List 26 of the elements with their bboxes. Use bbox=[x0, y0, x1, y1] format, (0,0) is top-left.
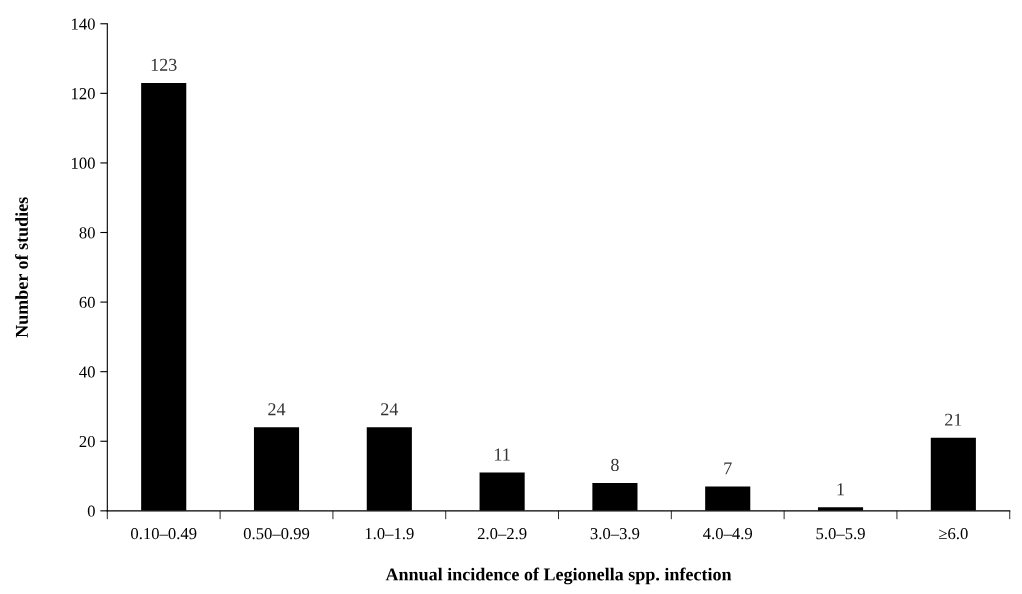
data-label: 21 bbox=[945, 413, 962, 426]
y-axis-title: Number of studies bbox=[15, 197, 28, 338]
data-label: 11 bbox=[495, 448, 510, 461]
x-tick-label: 1.0–1.9 bbox=[365, 527, 414, 540]
data-label: 8 bbox=[611, 458, 619, 472]
data-label: 24 bbox=[381, 403, 399, 416]
y-tick-label: 120 bbox=[71, 88, 95, 100]
data-label: 123 bbox=[151, 58, 177, 71]
x-tick-label: 5.0–5.9 bbox=[816, 527, 865, 540]
x-tick-label: 0.50–0.99 bbox=[243, 527, 310, 540]
y-tick-label: 20 bbox=[79, 435, 95, 448]
x-tick-label: 0.10–0.49 bbox=[131, 527, 197, 540]
y-tick-label: 0 bbox=[87, 505, 95, 517]
y-tick-label: 60 bbox=[79, 296, 95, 309]
data-label: 1 bbox=[837, 483, 844, 496]
y-tick-label: 40 bbox=[79, 366, 95, 378]
x-tick-label: 4.0–4.9 bbox=[703, 527, 753, 540]
data-label: 7 bbox=[724, 462, 732, 475]
x-tick-label: ≥6.0 bbox=[939, 527, 968, 540]
x-axis-title: Annual incidence of Legionella spp. infection bbox=[385, 567, 732, 585]
y-tick-label: 80 bbox=[79, 227, 95, 239]
y-tick-label: 100 bbox=[71, 157, 95, 169]
x-tick-label: 2.0–2.9 bbox=[477, 527, 527, 540]
y-tick-label: 140 bbox=[71, 18, 95, 30]
x-tick-label: 3.0–3.9 bbox=[590, 527, 640, 540]
data-label: 24 bbox=[268, 403, 286, 416]
